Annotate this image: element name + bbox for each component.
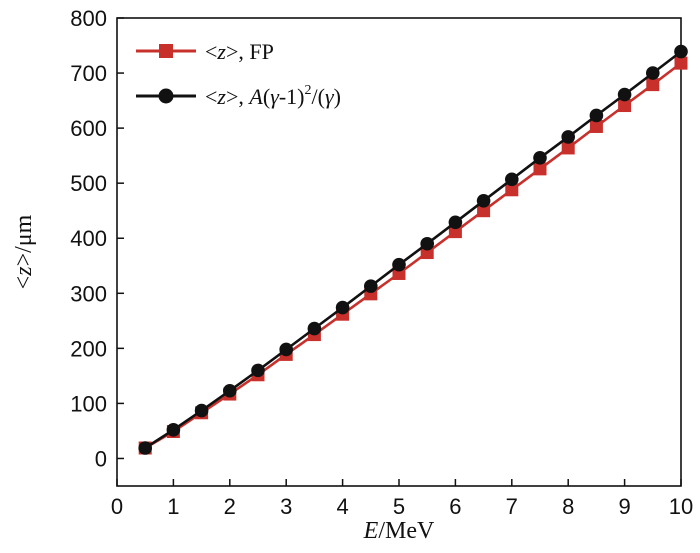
x-tick-label: 8	[562, 494, 574, 519]
data-point	[505, 183, 519, 197]
data-point	[392, 257, 406, 272]
x-tick-label: 9	[618, 494, 630, 519]
data-point	[561, 141, 575, 155]
data-point	[618, 99, 632, 113]
y-tick-label: 200	[70, 336, 107, 361]
data-point	[477, 204, 491, 218]
x-tick-label: 6	[449, 494, 461, 519]
data-point	[589, 119, 603, 133]
data-point	[448, 225, 462, 239]
data-point	[505, 172, 519, 187]
data-point	[166, 423, 181, 437]
x-tick-label: 2	[224, 494, 236, 519]
x-tick-label: 3	[280, 494, 292, 519]
data-point	[646, 78, 660, 92]
y-tick-label: 400	[70, 226, 107, 251]
legend-marker-model	[158, 88, 174, 104]
x-tick-label: 7	[506, 494, 518, 519]
data-point	[364, 279, 378, 293]
data-point	[279, 342, 294, 357]
y-tick-label: 300	[70, 281, 107, 306]
x-tick-label: 1	[167, 494, 179, 519]
data-point	[223, 383, 237, 398]
y-tick-label: 500	[70, 171, 107, 196]
y-axis-title: <z>/μm	[11, 214, 37, 289]
data-point	[533, 151, 547, 165]
x-tick-label: 0	[111, 494, 123, 519]
legend: <z>, FP <z>, A(γ-1)2/(γ)	[136, 39, 341, 109]
data-point	[335, 300, 350, 315]
data-point	[138, 441, 152, 455]
series-layer	[138, 44, 688, 455]
data-point	[674, 44, 688, 59]
data-point	[646, 66, 660, 80]
legend-marker-fp	[159, 44, 173, 58]
data-point	[448, 215, 463, 230]
x-tick-label: 10	[669, 494, 693, 519]
x-axis-ticks: 0 1 2 3 4 5 6 7 8 9 10	[111, 479, 693, 519]
data-point	[589, 108, 604, 123]
x-axis-title: E/MeV	[363, 518, 435, 544]
data-point	[617, 87, 632, 102]
y-tick-label: 800	[70, 6, 107, 31]
data-point	[307, 321, 322, 336]
data-point	[476, 193, 491, 208]
series-2	[138, 44, 688, 455]
legend-label-model: <z>, A(γ-1)2/(γ)	[205, 83, 341, 109]
data-point	[533, 162, 547, 176]
legend-label-fp: <z>, FP	[205, 39, 274, 64]
x-tick-label: 4	[336, 494, 348, 519]
y-tick-label: 700	[70, 61, 107, 86]
data-point	[561, 130, 575, 144]
data-point	[194, 403, 209, 418]
x-tick-label: 5	[393, 494, 405, 519]
y-tick-label: 100	[70, 391, 107, 416]
y-tick-label: 600	[70, 116, 107, 141]
y-tick-label: 0	[95, 446, 107, 471]
data-point	[674, 56, 688, 70]
data-point	[251, 363, 265, 378]
data-point	[420, 236, 435, 251]
y-axis-ticks: 0 100 200 300 400 500 600 700 800	[70, 6, 124, 471]
